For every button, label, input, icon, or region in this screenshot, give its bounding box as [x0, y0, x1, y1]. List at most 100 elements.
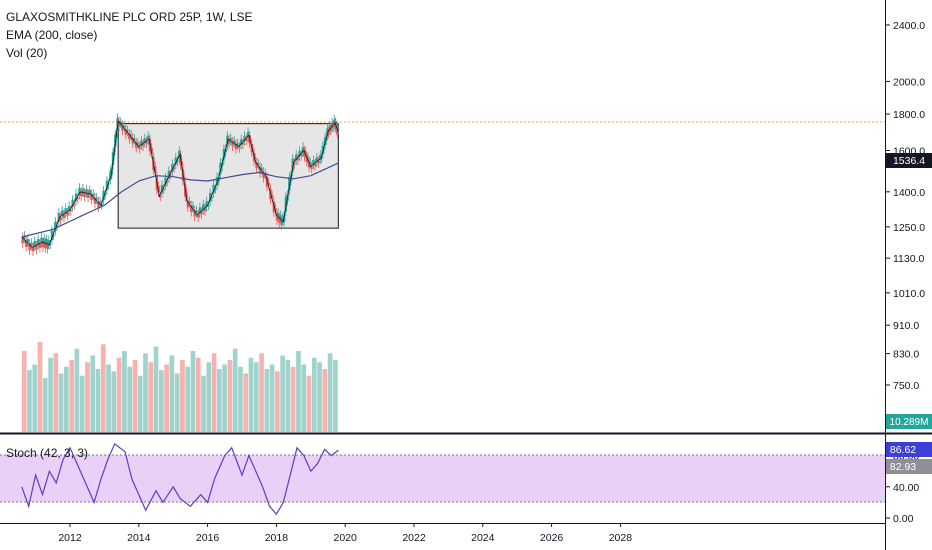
candle-body	[257, 163, 260, 165]
time-tick-label: 2020	[334, 532, 358, 544]
candle-body	[47, 240, 50, 245]
stoch-k-value: 86.62	[890, 444, 916, 456]
candle-body	[74, 193, 78, 201]
volume-bar	[42, 378, 48, 432]
candle-body	[251, 148, 255, 150]
volume-bar	[317, 362, 322, 432]
candle-body	[92, 193, 95, 196]
price-line	[21, 120, 339, 248]
candle-body	[205, 201, 208, 207]
candle-body	[243, 135, 246, 141]
candle-body	[85, 189, 88, 193]
candle-body	[315, 157, 319, 163]
volume-bar	[37, 342, 43, 432]
volume-bar	[21, 351, 27, 432]
candle-body	[105, 180, 109, 190]
time-tick-label: 2016	[196, 532, 220, 544]
volume-bar	[206, 362, 212, 432]
volume-bar	[238, 366, 243, 432]
volume-bar	[122, 351, 127, 432]
volume-bar	[48, 357, 53, 432]
volume-bar	[148, 362, 154, 432]
last-price-value: 1536.4	[893, 155, 925, 167]
candle-body	[307, 160, 311, 168]
candle-body	[236, 143, 239, 146]
stoch-legend[interactable]: Stoch (42, 3, 3)	[6, 446, 89, 460]
volume-bar	[158, 370, 164, 432]
candle-body	[71, 199, 74, 207]
candle-body	[160, 184, 164, 193]
volume-bar	[222, 364, 227, 432]
candle-body	[298, 150, 301, 157]
candle-body	[157, 185, 160, 193]
candle-body	[193, 210, 196, 217]
candle-body	[26, 239, 30, 243]
volume-bar	[327, 353, 333, 432]
time-tick-label: 2014	[127, 532, 151, 544]
candle-body	[138, 146, 141, 149]
candle-body	[174, 157, 177, 165]
candle-body	[41, 242, 45, 248]
candle-body	[76, 197, 79, 199]
candle-body	[275, 214, 279, 221]
ema-legend[interactable]: EMA (200, close)	[6, 28, 98, 42]
candle-body	[321, 145, 325, 154]
volume-bar	[164, 364, 169, 432]
candle-body	[104, 193, 107, 195]
volume-bar	[227, 360, 233, 432]
candle-body	[255, 162, 258, 169]
volume-bar	[185, 366, 191, 432]
candle-body	[265, 176, 269, 187]
volume-bar	[296, 351, 301, 432]
volume-bar	[32, 364, 38, 432]
volume-bar	[106, 364, 111, 432]
candle-body	[195, 210, 198, 213]
candle-body	[24, 240, 28, 247]
stoch-k-badge	[886, 442, 932, 457]
volume-bar	[153, 346, 159, 432]
candle-body	[222, 148, 226, 160]
candle-body	[141, 144, 145, 147]
candle-body	[336, 128, 339, 134]
price-candles	[21, 113, 340, 256]
candle-body	[52, 235, 55, 237]
candle-body	[176, 160, 179, 162]
candle-body	[274, 208, 277, 211]
candle-body	[45, 239, 48, 244]
candle-body	[260, 168, 263, 170]
price-axis-ticks: 2400.02000.01800.01600.01400.01250.01130…	[885, 20, 925, 392]
candle-body	[55, 225, 59, 227]
candle-body	[301, 147, 305, 153]
candle-body	[109, 170, 112, 180]
volume-bar	[111, 371, 117, 432]
candle-body	[191, 205, 195, 208]
candle-body	[61, 210, 64, 216]
volume-legend[interactable]: Vol (20)	[6, 46, 48, 60]
volume-bar	[322, 369, 328, 432]
candle-body	[331, 125, 335, 128]
candle-body	[40, 237, 43, 243]
candle-body	[233, 140, 236, 143]
price-tick-label: 1800.0	[893, 109, 925, 121]
candle-body	[329, 128, 333, 131]
volume-bar	[248, 357, 254, 432]
price-tick-label: 1130.0	[893, 253, 924, 265]
candle-body	[21, 236, 24, 244]
candle-body	[300, 154, 303, 156]
candle-body	[162, 188, 165, 190]
volume-bar	[132, 360, 138, 432]
candle-body	[210, 196, 214, 198]
candle-body	[36, 239, 40, 245]
candle-body	[330, 122, 334, 128]
price-tick-label: 1010.0	[893, 288, 925, 300]
candle-body	[188, 201, 191, 204]
candle-body	[178, 150, 181, 158]
candle-body	[98, 201, 102, 204]
candle-body	[288, 177, 291, 191]
volume-badge	[886, 414, 932, 429]
candle-body	[46, 243, 49, 250]
candle-body	[226, 135, 229, 146]
volume-bar	[269, 364, 275, 432]
symbol-title[interactable]: GLAXOSMITHKLINE PLC ORD 25P, 1W, LSE	[6, 10, 253, 24]
